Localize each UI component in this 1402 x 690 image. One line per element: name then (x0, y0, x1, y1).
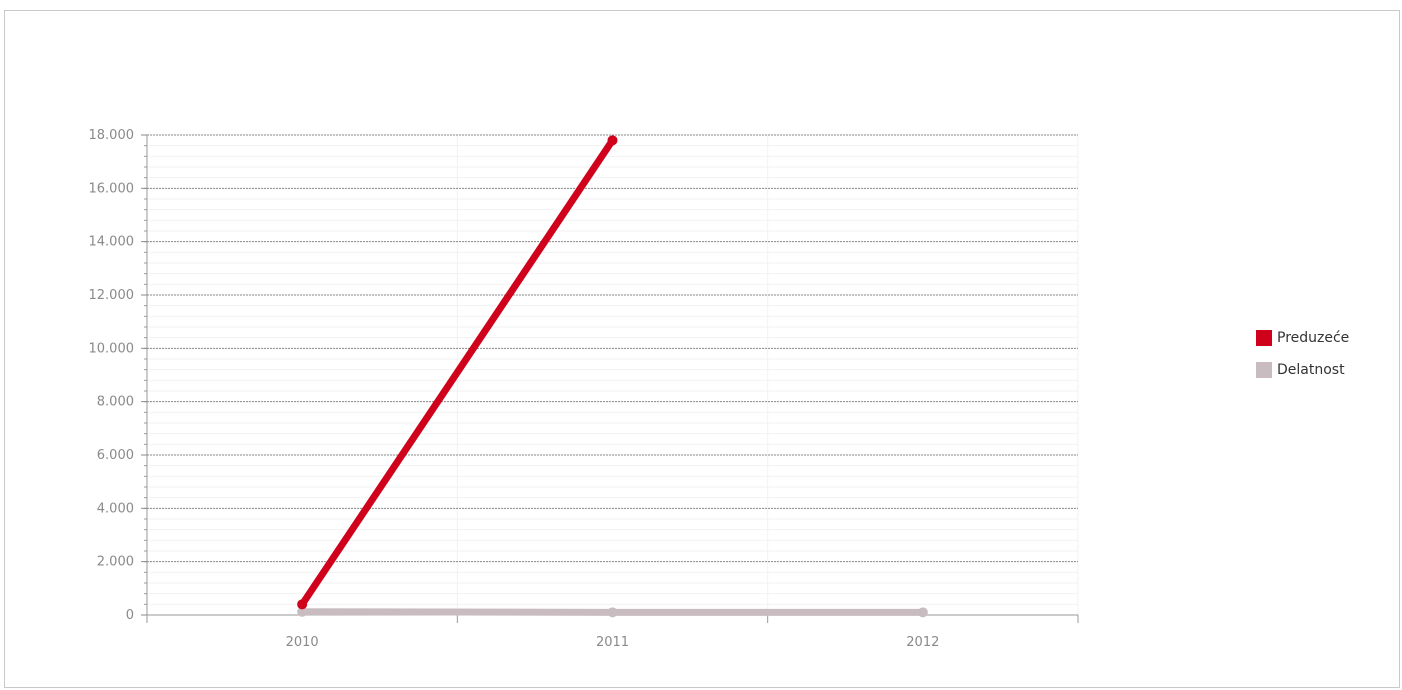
y-tick-label: 2.000 (97, 555, 134, 570)
legend-swatch-preduzece (1256, 330, 1272, 346)
x-tick-label: 2010 (286, 635, 319, 650)
y-tick-label: 16.000 (89, 181, 135, 196)
legend-swatch-delatnost (1256, 362, 1272, 378)
y-tick-label: 10.000 (89, 341, 135, 356)
y-tick-label: 6.000 (97, 448, 134, 463)
y-tick-label: 18.000 (89, 128, 135, 143)
x-tick-label: 2011 (596, 635, 629, 650)
legend-item-preduzece[interactable]: Preduzeće (1256, 326, 1349, 350)
y-tick-label: 14.000 (89, 235, 135, 250)
chart-frame (4, 10, 1400, 688)
legend-label-delatnost: Delatnost (1277, 362, 1345, 378)
y-tick-label: 0 (126, 608, 134, 623)
y-axis-ticks: 0 2.000 4.000 6.000 8.000 10.000 12.000 14.000 1… (89, 128, 147, 623)
axes (146, 135, 1078, 616)
data-point-preduzece[interactable] (607, 135, 618, 146)
legend: Preduzeće Delatnost (1256, 326, 1349, 390)
x-axis-ticks: 2010 2011 2012 (146, 615, 1079, 650)
legend-label-preduzece: Preduzeće (1277, 330, 1350, 346)
y-tick-label: 12.000 (89, 288, 135, 303)
data-point-delatnost[interactable] (607, 607, 618, 618)
y-tick-label: 4.000 (97, 501, 134, 516)
x-tick-label: 2012 (906, 635, 939, 650)
series-line-preduzece (298, 136, 616, 608)
major-gridlines (147, 134, 1078, 563)
legend-item-delatnost[interactable]: Delatnost (1256, 358, 1349, 382)
data-point-delatnost[interactable] (917, 607, 928, 618)
data-point-preduzece[interactable] (297, 599, 308, 610)
minor-gridlines (146, 134, 1079, 616)
y-tick-label: 8.000 (97, 395, 134, 410)
series-layer (297, 135, 928, 618)
data-point-delatnost[interactable] (297, 606, 308, 617)
